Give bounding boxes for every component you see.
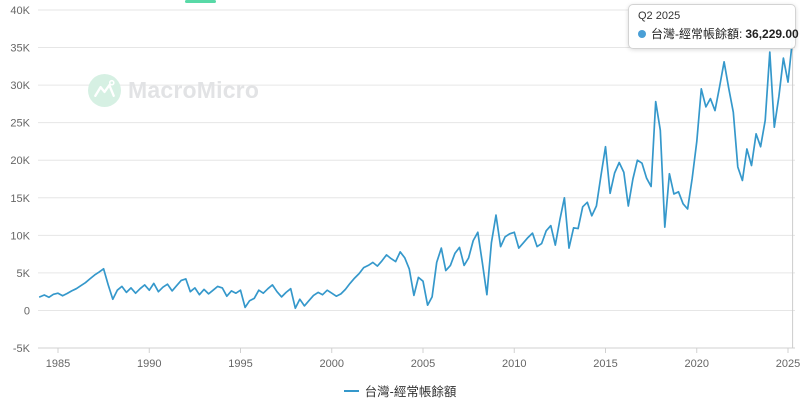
x-axis-label: 1985 <box>46 358 70 370</box>
legend-marker-icon <box>343 389 359 392</box>
x-axis-label: 2025 <box>776 358 800 370</box>
y-axis-label: 20K <box>10 155 30 167</box>
x-axis-label: 2005 <box>411 358 435 370</box>
series-line <box>38 37 794 310</box>
top-accent-bar <box>185 0 216 3</box>
y-axis-label: 25K <box>10 118 30 130</box>
tooltip-series-label: 台灣-經常帳餘額: <box>651 27 743 41</box>
x-axis-label: 2020 <box>685 358 709 370</box>
y-axis-label: 35K <box>10 43 30 55</box>
y-axis-label: -5K <box>13 343 31 355</box>
tooltip-period: Q2 2025 <box>638 10 681 22</box>
x-axis-label: 2010 <box>502 358 526 370</box>
y-axis-label: 40K <box>10 5 30 17</box>
chart-tooltip: Q2 2025 台灣-經常帳餘額: 36,229.00 <box>628 4 799 49</box>
legend-item[interactable]: 台灣-經常帳餘額 <box>343 381 457 400</box>
x-axis-label: 2000 <box>320 358 344 370</box>
y-axis-label: 15K <box>10 193 30 205</box>
x-axis-label: 1995 <box>228 358 252 370</box>
x-axis-label: 1990 <box>137 358 161 370</box>
legend-label: 台灣-經常帳餘額 <box>364 385 457 399</box>
tooltip-value: 36,229.00 <box>745 26 799 41</box>
legend: 台灣-經常帳餘額 <box>0 381 800 400</box>
x-axis-label: 2015 <box>593 358 617 370</box>
y-axis-label: 0 <box>24 305 30 317</box>
y-axis-label: 10K <box>10 230 30 242</box>
series-dot-icon <box>638 29 646 38</box>
y-axis-label: 30K <box>10 80 30 92</box>
y-axis-label: 5K <box>17 268 31 280</box>
